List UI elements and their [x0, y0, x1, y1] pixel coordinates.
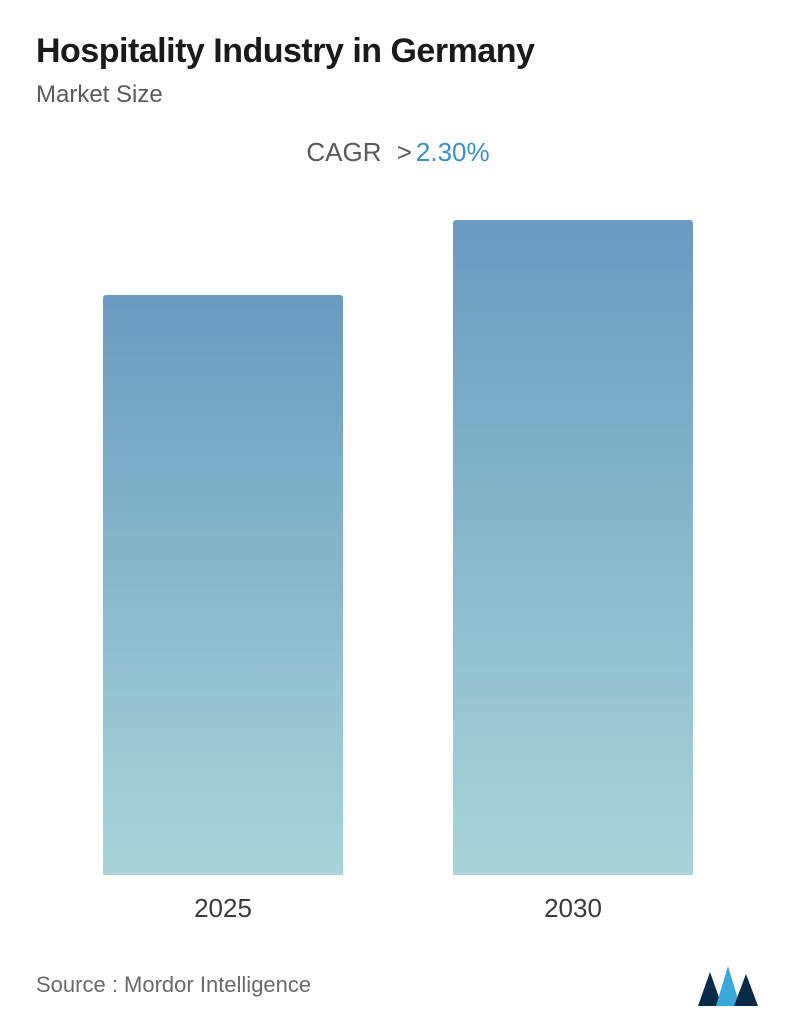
cagr-operator: >	[397, 137, 412, 167]
chart-title: Hospitality Industry in Germany	[36, 32, 760, 71]
chart-area: 2025 2030	[36, 208, 760, 944]
bar-group-0: 2025	[103, 295, 343, 924]
footer: Source : Mordor Intelligence	[36, 944, 760, 1034]
source-text: Source : Mordor Intelligence	[36, 972, 311, 998]
bar-2030	[453, 220, 693, 875]
mordor-logo-icon	[698, 964, 760, 1006]
brand-logo	[698, 964, 760, 1006]
bar-group-1: 2030	[453, 220, 693, 924]
cagr-row: CAGR >2.30%	[36, 137, 760, 168]
bar-2025	[103, 295, 343, 875]
cagr-label: CAGR	[306, 137, 381, 167]
cagr-value: 2.30%	[416, 137, 490, 167]
chart-container: Hospitality Industry in Germany Market S…	[0, 0, 796, 1034]
chart-subtitle: Market Size	[36, 81, 760, 109]
bar-label-2030: 2030	[544, 893, 602, 924]
bar-label-2025: 2025	[194, 893, 252, 924]
